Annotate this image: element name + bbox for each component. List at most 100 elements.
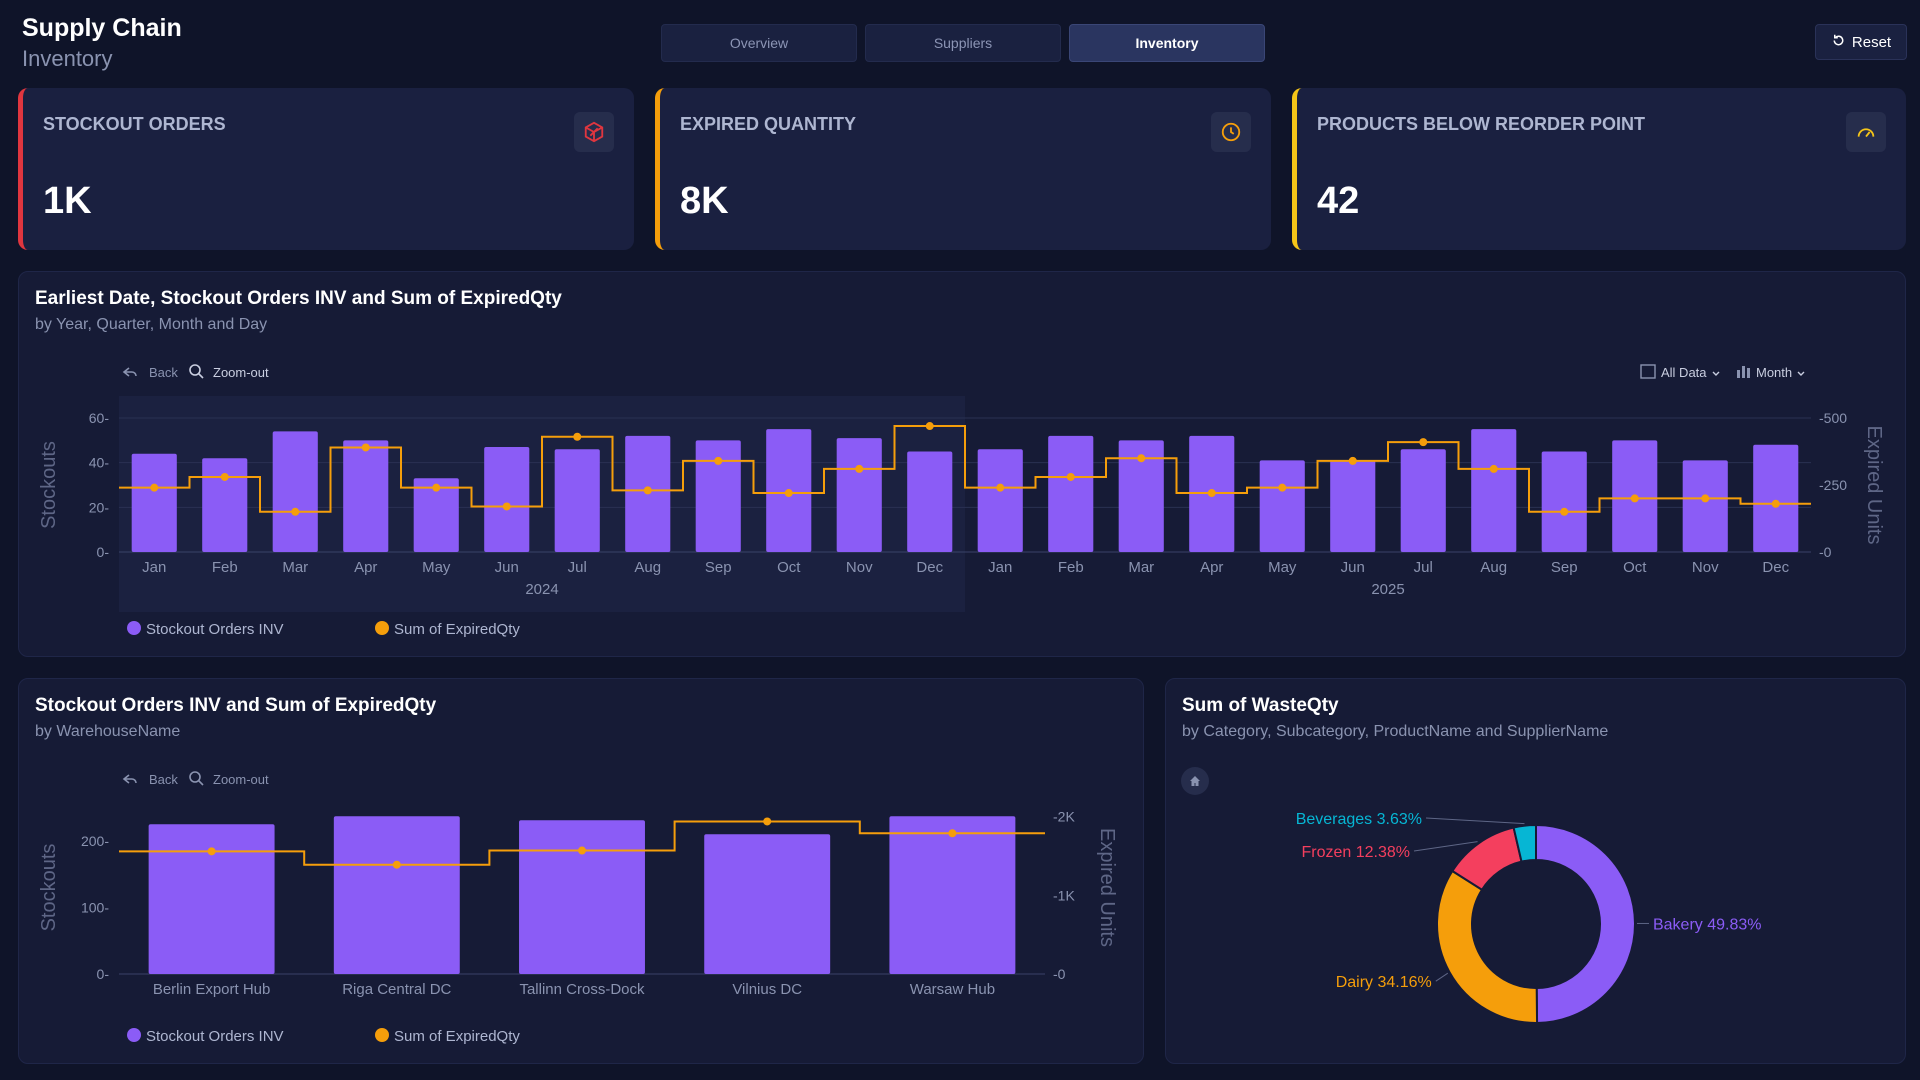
bar-stockout bbox=[1753, 444, 1799, 552]
y2-tick-label: -1K bbox=[1053, 887, 1075, 903]
bar-stockout bbox=[131, 453, 177, 552]
warehouse-chart-panel: Stockout Orders INV and Sum of ExpiredQt… bbox=[18, 678, 1144, 1064]
y-axis-title: Stockouts bbox=[38, 844, 60, 932]
month-label: Month bbox=[1756, 365, 1792, 380]
point-expired bbox=[763, 817, 772, 826]
back-button[interactable]: Back bbox=[122, 365, 178, 380]
x-tick-label: Jul bbox=[568, 559, 587, 576]
monthly-chart-panel: Earliest Date, Stockout Orders INV and S… bbox=[18, 271, 1906, 657]
chevron-down-icon bbox=[1797, 371, 1805, 376]
y-axis-title: Stockouts bbox=[38, 441, 60, 529]
bar-stockout bbox=[1048, 435, 1094, 552]
bar-stockout bbox=[977, 449, 1023, 552]
x-tick-label: Apr bbox=[1200, 559, 1223, 576]
legend-swatch-expired bbox=[375, 621, 389, 635]
point-expired bbox=[1560, 507, 1569, 516]
y2-tick-label: -250 bbox=[1819, 477, 1847, 493]
point-expired bbox=[1066, 472, 1075, 481]
kpi-value: 42 bbox=[1317, 180, 1360, 222]
chart-subtitle: by Category, Subcategory, ProductName an… bbox=[1182, 723, 1609, 740]
bar-stockout bbox=[1118, 440, 1164, 552]
kpi-value: 8K bbox=[680, 180, 729, 222]
point-expired bbox=[578, 846, 586, 855]
bar-stockout bbox=[1259, 460, 1305, 552]
point-expired bbox=[1771, 499, 1780, 508]
bar-stockout bbox=[836, 438, 882, 552]
bar-stockout bbox=[484, 447, 530, 552]
legend-swatch-expired bbox=[375, 1028, 389, 1042]
bar-stockout bbox=[907, 451, 953, 552]
back-label: Back bbox=[149, 365, 178, 380]
kpi-value: 1K bbox=[43, 180, 92, 222]
y2-tick-label: -2K bbox=[1053, 809, 1075, 825]
x-tick-label: Oct bbox=[777, 559, 801, 576]
zoom-icon bbox=[189, 771, 201, 783]
zoom-out-button[interactable]: Zoom-out bbox=[189, 771, 269, 787]
back-label: Back bbox=[149, 772, 178, 787]
kpi-card-expired-quantity: EXPIRED QUANTITY 8K bbox=[655, 88, 1271, 250]
app-title: Supply Chain bbox=[22, 14, 182, 42]
year-label: 2024 bbox=[525, 581, 558, 598]
x-tick-label: Berlin Export Hub bbox=[153, 981, 271, 998]
gauge-icon bbox=[1846, 112, 1886, 152]
point-expired bbox=[1419, 438, 1428, 447]
x-tick-label: May bbox=[1268, 559, 1297, 576]
x-tick-label: Aug bbox=[634, 559, 661, 576]
back-button[interactable]: Back bbox=[122, 772, 178, 787]
legend-label: Stockout Orders INV bbox=[146, 621, 284, 638]
bar-stockout bbox=[1682, 460, 1728, 552]
chart-title: Stockout Orders INV and Sum of ExpiredQt… bbox=[35, 695, 437, 716]
all-data-dropdown[interactable]: All Data bbox=[1640, 364, 1720, 380]
point-expired bbox=[1701, 494, 1710, 503]
chart-title: Earliest Date, Stockout Orders INV and S… bbox=[35, 288, 562, 309]
x-tick-label: Nov bbox=[1692, 559, 1719, 576]
chart-legend: Stockout Orders INV Sum of ExpiredQty bbox=[127, 621, 520, 638]
x-tick-label: Feb bbox=[212, 559, 238, 576]
x-tick-label: Aug bbox=[1480, 559, 1507, 576]
calendar-icon bbox=[1640, 364, 1656, 379]
zoom-icon bbox=[189, 364, 201, 376]
bar-stockout bbox=[889, 816, 1016, 974]
point-expired bbox=[291, 507, 300, 516]
x-tick-label: Dec bbox=[1762, 559, 1789, 576]
point-expired bbox=[392, 860, 401, 869]
home-icon bbox=[1190, 776, 1200, 786]
chart-legend: Stockout Orders INV Sum of ExpiredQty bbox=[127, 1028, 520, 1045]
x-tick-label: Mar bbox=[1128, 559, 1154, 576]
bar-stockout bbox=[1541, 451, 1587, 552]
zoom-out-button[interactable]: Zoom-out bbox=[189, 364, 269, 380]
zoom-out-label: Zoom-out bbox=[213, 772, 269, 787]
reset-button[interactable]: Reset bbox=[1815, 24, 1907, 60]
bar-stockout bbox=[343, 440, 389, 552]
tab-overview[interactable]: Overview bbox=[661, 24, 857, 62]
x-tick-label: Oct bbox=[1623, 559, 1647, 576]
y-tick-label: 0- bbox=[97, 544, 110, 560]
home-button[interactable] bbox=[1181, 767, 1209, 795]
x-tick-label: Dec bbox=[916, 559, 943, 576]
bar-stockout bbox=[1400, 449, 1446, 552]
year-label: 2025 bbox=[1371, 581, 1404, 598]
kpi-label: EXPIRED QUANTITY bbox=[680, 114, 857, 134]
point-expired bbox=[855, 464, 864, 473]
slice-beverages bbox=[1512, 823, 1537, 863]
slice-label: Frozen 12.38% bbox=[1301, 844, 1410, 861]
all-data-label: All Data bbox=[1661, 365, 1707, 380]
x-tick-label: Mar bbox=[282, 559, 308, 576]
x-tick-label: Tallinn Cross-Dock bbox=[519, 981, 645, 998]
kpi-card-stockout-orders: STOCKOUT ORDERS 1K bbox=[18, 88, 634, 250]
chart-subtitle: by Year, Quarter, Month and Day bbox=[35, 316, 268, 333]
tab-suppliers[interactable]: Suppliers bbox=[865, 24, 1061, 62]
clock-icon bbox=[1211, 112, 1251, 152]
month-dropdown[interactable]: Month bbox=[1737, 365, 1805, 380]
legend-label: Stockout Orders INV bbox=[146, 1028, 284, 1045]
tab-bar: Overview Suppliers Inventory bbox=[661, 24, 1265, 62]
x-tick-label: May bbox=[422, 559, 451, 576]
legend-swatch-stockout bbox=[127, 1028, 141, 1042]
x-tick-label: Jun bbox=[495, 559, 519, 576]
bar-stockout bbox=[148, 824, 275, 974]
y2-tick-label: -0 bbox=[1819, 544, 1832, 560]
bar-stockout bbox=[272, 431, 318, 552]
leader-line bbox=[1425, 817, 1525, 825]
tab-inventory[interactable]: Inventory bbox=[1069, 24, 1265, 62]
zoom-out-label: Zoom-out bbox=[213, 365, 269, 380]
